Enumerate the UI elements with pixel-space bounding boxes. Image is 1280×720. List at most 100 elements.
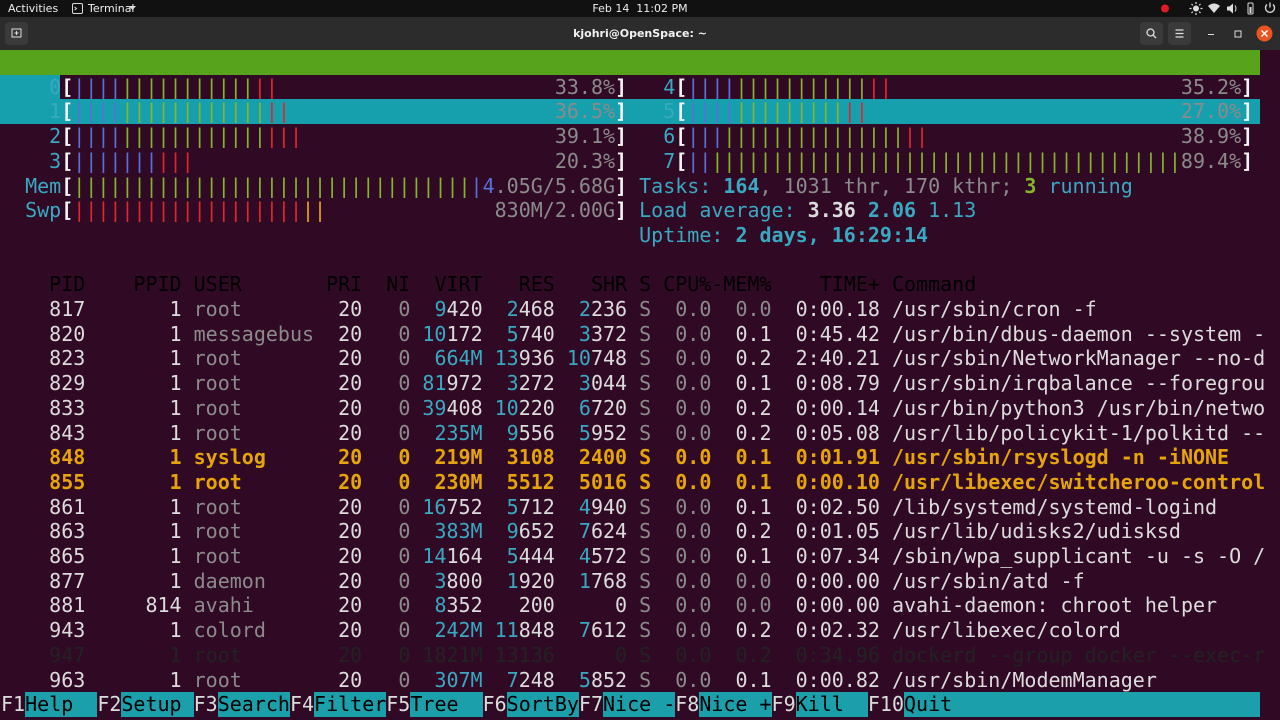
process-cell[interactable]: S	[639, 642, 652, 667]
process-cell[interactable]: 0:01.05	[795, 519, 880, 544]
process-cell[interactable]: 2468	[507, 297, 555, 322]
process-cell[interactable]: 0	[615, 593, 628, 618]
process-cell[interactable]: S	[639, 519, 652, 544]
process-cell[interactable]: /usr/libexec/switcheroo-control	[891, 469, 1266, 494]
process-cell[interactable]: 0	[615, 642, 628, 667]
process-cell[interactable]: 0.0	[675, 297, 712, 321]
process-cell[interactable]: 0.2	[735, 618, 772, 643]
process-cell[interactable]: 0.0	[675, 395, 712, 420]
process-cell[interactable]: 0.1	[735, 445, 772, 470]
process-cell[interactable]: 820	[49, 321, 86, 346]
process-cell[interactable]: 865	[49, 544, 86, 568]
process-cell[interactable]: 0.0	[675, 420, 712, 445]
process-cell[interactable]: 20	[338, 642, 363, 667]
new-tab-button[interactable]	[5, 22, 28, 45]
process-cell[interactable]: 1	[169, 395, 182, 420]
process-cell[interactable]: /usr/lib/policykit-1/polkitd --	[891, 420, 1266, 445]
process-cell[interactable]: 0.1	[735, 667, 772, 692]
process-cell[interactable]: 1	[169, 667, 182, 692]
function-label[interactable]: Quit	[904, 692, 1260, 717]
process-cell[interactable]: 3044	[579, 371, 627, 396]
process-cell[interactable]: 863	[49, 519, 86, 544]
process-cell[interactable]: root	[193, 494, 242, 519]
process-cell[interactable]: S	[639, 346, 652, 371]
process-cell[interactable]: 0.0	[675, 371, 712, 396]
process-cell[interactable]: 3272	[507, 371, 555, 396]
process-cell[interactable]: 13936	[495, 346, 555, 371]
column-header[interactable]: PPID	[133, 272, 182, 297]
process-cell[interactable]: 1	[169, 371, 182, 396]
system-tray[interactable]	[1155, 0, 1280, 17]
process-cell[interactable]: root	[193, 667, 242, 692]
process-cell[interactable]: 0:08.79	[795, 371, 880, 396]
process-cell[interactable]: 0:00.10	[795, 469, 880, 494]
process-cell[interactable]: 2:40.21	[795, 346, 880, 371]
process-cell[interactable]: 0.0	[735, 297, 772, 321]
process-cell[interactable]: 1	[169, 420, 182, 445]
process-cell[interactable]: 383M	[434, 519, 483, 544]
process-cell[interactable]: S	[639, 667, 652, 692]
process-cell[interactable]: dockerd --group docker --exec-r	[891, 642, 1266, 667]
process-cell[interactable]: 1	[169, 568, 182, 593]
process-cell[interactable]: 817	[49, 297, 86, 321]
process-cell[interactable]: /usr/sbin/rsyslogd -n -iNONE	[891, 445, 1230, 470]
process-cell[interactable]: S	[639, 618, 652, 643]
process-cell[interactable]: 0:00.14	[795, 395, 880, 420]
process-cell[interactable]: 833	[49, 395, 86, 420]
process-cell[interactable]: root	[193, 297, 242, 321]
process-cell[interactable]: 664M	[434, 346, 483, 371]
process-cell[interactable]: 5444	[507, 544, 555, 569]
process-cell[interactable]: 0.2	[735, 420, 772, 445]
process-cell[interactable]: 3372	[579, 322, 627, 347]
process-cell[interactable]: 1920	[507, 569, 555, 594]
function-key[interactable]: F5	[386, 692, 411, 717]
process-cell[interactable]: 0	[398, 544, 411, 568]
process-cell[interactable]: 1	[169, 445, 182, 470]
process-cell[interactable]: 1	[169, 618, 182, 643]
process-cell[interactable]: S	[639, 445, 652, 470]
process-cell[interactable]: S	[639, 420, 652, 445]
process-cell[interactable]: 2400	[578, 445, 628, 470]
process-cell[interactable]: 235M	[434, 420, 483, 445]
process-cell[interactable]: 0.0	[675, 544, 712, 568]
process-cell[interactable]: 39408	[422, 396, 482, 421]
process-cell[interactable]: 200	[518, 593, 555, 618]
process-cell[interactable]: 10748	[567, 346, 627, 371]
process-cell[interactable]: 20	[338, 297, 363, 321]
process-cell[interactable]: 0:00.18	[795, 297, 880, 321]
process-cell[interactable]: 0.2	[735, 395, 772, 420]
process-cell[interactable]: root	[193, 371, 242, 396]
menu-button[interactable]	[1168, 22, 1191, 45]
function-label[interactable]: Kill	[795, 692, 868, 717]
process-cell[interactable]: 10220	[495, 396, 555, 421]
process-cell[interactable]: 0	[398, 519, 411, 544]
process-cell[interactable]: 20	[338, 346, 363, 371]
process-cell[interactable]: 1	[169, 346, 182, 371]
process-cell[interactable]: 0.1	[735, 371, 772, 396]
process-cell[interactable]: /usr/sbin/cron -f	[891, 297, 1097, 321]
process-cell[interactable]: 5740	[507, 322, 555, 347]
process-cell[interactable]: S	[639, 395, 652, 420]
process-cell[interactable]: 13136	[494, 642, 555, 667]
function-key[interactable]: F8	[675, 692, 700, 717]
process-cell[interactable]: 0:45.42	[795, 321, 880, 346]
process-cell[interactable]: 0:00.00	[795, 568, 880, 593]
process-cell[interactable]: root	[193, 346, 242, 371]
process-cell[interactable]: 0.0	[675, 494, 712, 519]
column-header[interactable]: RES	[518, 272, 555, 297]
process-cell[interactable]: 0	[398, 321, 411, 346]
process-cell[interactable]: 0.0	[675, 346, 712, 371]
process-cell[interactable]: 0.0	[675, 445, 712, 470]
process-cell[interactable]: 0.0	[675, 593, 712, 618]
process-cell[interactable]: /usr/bin/dbus-daemon --system -	[891, 321, 1266, 346]
process-cell[interactable]: 219M	[434, 445, 483, 470]
process-cell[interactable]: 5512	[506, 469, 555, 494]
process-cell[interactable]: root	[193, 469, 242, 494]
process-cell[interactable]: 11848	[495, 618, 555, 643]
process-cell[interactable]: 0.1	[735, 544, 772, 568]
process-cell[interactable]: 2236	[579, 297, 627, 322]
process-cell[interactable]: 0.2	[735, 642, 772, 667]
process-cell[interactable]: avahi	[193, 593, 254, 618]
process-cell[interactable]: 0	[398, 618, 411, 643]
process-cell[interactable]: 0.0	[675, 568, 712, 593]
